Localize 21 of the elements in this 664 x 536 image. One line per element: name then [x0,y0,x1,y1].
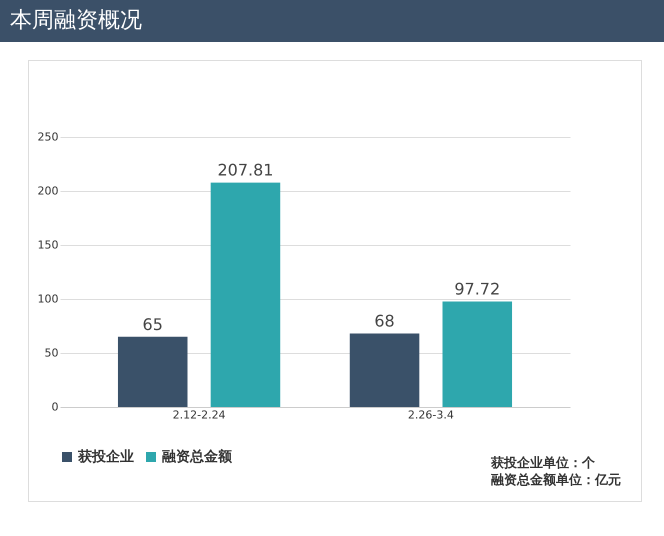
data-label: 65 [142,314,163,334]
text: 获投企业单位：个 [491,455,596,472]
chart-title: 本周融资概况 [0,0,664,42]
y-tick-label: 150 [38,238,58,252]
bar [118,336,188,407]
legend-label: 获投企业 [77,449,134,465]
y-tick-label: 100 [38,292,58,306]
y-tick-label: 50 [44,346,58,360]
data-label: 68 [374,312,395,331]
y-tick-label: 250 [38,130,58,144]
text: 融资总金额单位：亿元 [491,472,621,489]
bar [350,334,420,407]
x-tick-label: 2.26-3.4 [408,408,454,422]
data-label: 207.81 [217,160,274,180]
data-label: 97.72 [454,279,500,298]
bar [442,301,512,407]
x-tick-label: 2.12-2.24 [172,408,226,422]
legend-label: 融资总金额 [162,448,233,465]
y-tick-label: 200 [38,184,58,198]
y-tick-label: 0 [52,400,58,414]
bar [210,182,280,407]
